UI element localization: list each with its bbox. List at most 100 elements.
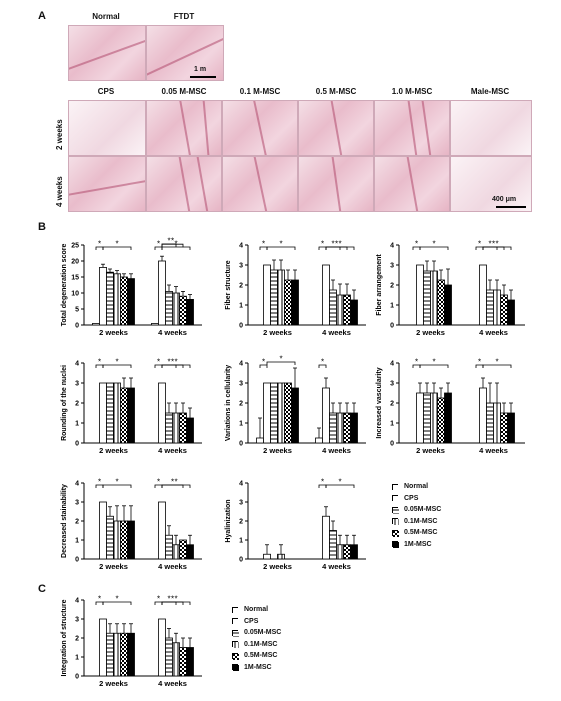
bar-0-05m-msc [329, 412, 337, 444]
chart-3: 0 1 2 3 4 Fiber arrangement 2 weeks 4 weeks * * * *… [376, 240, 525, 337]
bar-0-1m-msc [493, 402, 501, 444]
bar-0-5m-msc [179, 539, 187, 560]
y-tick-label: 1 [239, 421, 243, 428]
bar-0-1m-msc [172, 412, 180, 444]
significance-star: * [115, 478, 118, 487]
bar-0-1m-msc [113, 520, 121, 560]
bar-cps [479, 264, 487, 326]
legend-c-swatch-cps [232, 618, 239, 626]
significance-star: * [115, 240, 118, 249]
legend-label-1: 1M-MSC [404, 540, 432, 548]
y-axis-label: Decreased stainability [61, 484, 68, 558]
bar-1m-msc [507, 412, 515, 444]
row-label-4w: 4 weeks [55, 176, 64, 207]
y-tick-label: 1 [390, 303, 394, 310]
significance-star: * [279, 355, 282, 364]
bar-0-5m-msc [179, 647, 187, 677]
bar-0-5m-msc [343, 412, 351, 444]
y-tick-label: 0 [75, 323, 79, 330]
image-ftdt [146, 25, 224, 81]
legend-c: Normal CPS 0.05M-MSC 0.1M-MSC 0.5M-MSC 1… [232, 604, 281, 673]
significance-star: * [338, 240, 341, 249]
image-005-2w [146, 100, 222, 156]
y-tick-label: 0 [390, 323, 394, 330]
significance-star: * [415, 358, 418, 367]
bar-cps [158, 260, 166, 326]
chart-9: 0 1 2 3 4 Integration of structure 2 weeks 4 we… [61, 595, 202, 688]
y-tick-label: 3 [390, 381, 394, 388]
legend-c-swatch-005 [232, 629, 239, 637]
significance-star: * [98, 358, 101, 367]
significance-bracket [325, 484, 355, 488]
chart-5: 0 1 2 3 4 Variations in cellularity 2 weeks 4 w… [225, 355, 366, 455]
y-axis-label: Variations in cellularity [225, 365, 232, 441]
legend-item-cps: CPS [392, 493, 441, 505]
legend-c-label-1: 1M-MSC [244, 663, 272, 671]
x-tick-label: 2 weeks [99, 328, 128, 337]
legend-c-label-01: 0.1M-MSC [244, 640, 278, 648]
bar-0-05m-msc [106, 632, 114, 677]
significance-bracket [161, 243, 177, 247]
scale-bar-top [190, 76, 216, 78]
x-tick-label: 2 weeks [416, 446, 445, 455]
legend-b: Normal CPS 0.05M-MSC 0.1M-MSC 0.5M-MSC 1… [392, 481, 441, 550]
bar-0-05m-msc [270, 382, 278, 444]
y-tick-label: 20 [71, 259, 79, 266]
y-tick-label: 0 [75, 441, 79, 448]
significance-bracket [95, 246, 104, 250]
bar-cps [99, 382, 107, 444]
legend-c-label-005: 0.05M-MSC [244, 629, 282, 637]
bar-0-5m-msc [437, 279, 445, 326]
significance-star: * [98, 240, 101, 249]
bar-0-5m-msc [284, 382, 292, 444]
image-cps-2w [68, 100, 146, 156]
significance-bracket [161, 484, 184, 488]
bar-cps [479, 387, 487, 444]
legend-c-swatch-normal [232, 606, 239, 614]
label-10: 1.0 M-MSC [391, 87, 433, 96]
bar-1m-msc [350, 544, 358, 560]
y-tick-label: 4 [239, 243, 243, 250]
y-tick-label: 3 [239, 263, 243, 270]
bar-0-5m-msc [120, 632, 128, 677]
bar-0-1m-msc [172, 642, 180, 677]
bar-1m-msc [350, 412, 358, 444]
significance-bracket [419, 364, 449, 368]
label-05: 0.5 M-MSC [315, 87, 357, 96]
significance-star: * [432, 358, 435, 367]
bar-1m-msc [186, 417, 194, 444]
image-05-4w [298, 156, 374, 212]
significance-star: * [262, 240, 265, 249]
y-tick-label: 3 [75, 381, 79, 388]
bar-1m-msc [507, 299, 515, 326]
x-tick-label: 4 weeks [158, 562, 187, 571]
bar-normal [151, 323, 159, 326]
x-tick-label: 4 weeks [479, 328, 508, 337]
significance-bracket [266, 361, 296, 365]
y-tick-label: 15 [71, 275, 79, 282]
significance-bracket [259, 364, 268, 368]
chart-6: 0 1 2 3 4 Increased vascularity 2 weeks 4 weeks… [376, 358, 525, 455]
significance-star: * [495, 240, 498, 249]
y-tick-label: 4 [75, 598, 79, 605]
bar-0-1m-msc [277, 269, 285, 326]
y-tick-label: 2 [75, 636, 79, 643]
y-tick-label: 2 [239, 283, 243, 290]
bar-0-5m-msc [179, 295, 187, 326]
panel-label-b: B [38, 221, 46, 233]
y-tick-label: 3 [75, 617, 79, 624]
bar-0-5m-msc [120, 520, 128, 560]
significance-star: * [495, 358, 498, 367]
x-tick-label: 2 weeks [263, 562, 292, 571]
significance-star: * [331, 240, 334, 249]
bar-cps [99, 501, 107, 560]
significance-star: * [157, 240, 160, 249]
chart-8: 0 1 2 3 4 Hyalinization 2 weeks 4 weeks * * [225, 478, 366, 571]
bar-cps [263, 264, 271, 326]
y-tick-label: 1 [75, 538, 79, 545]
significance-star: * [98, 478, 101, 487]
significance-bracket [318, 364, 327, 368]
bar-0-05m-msc [165, 291, 173, 326]
significance-star: * [321, 240, 324, 249]
bar-0-5m-msc [500, 412, 508, 444]
